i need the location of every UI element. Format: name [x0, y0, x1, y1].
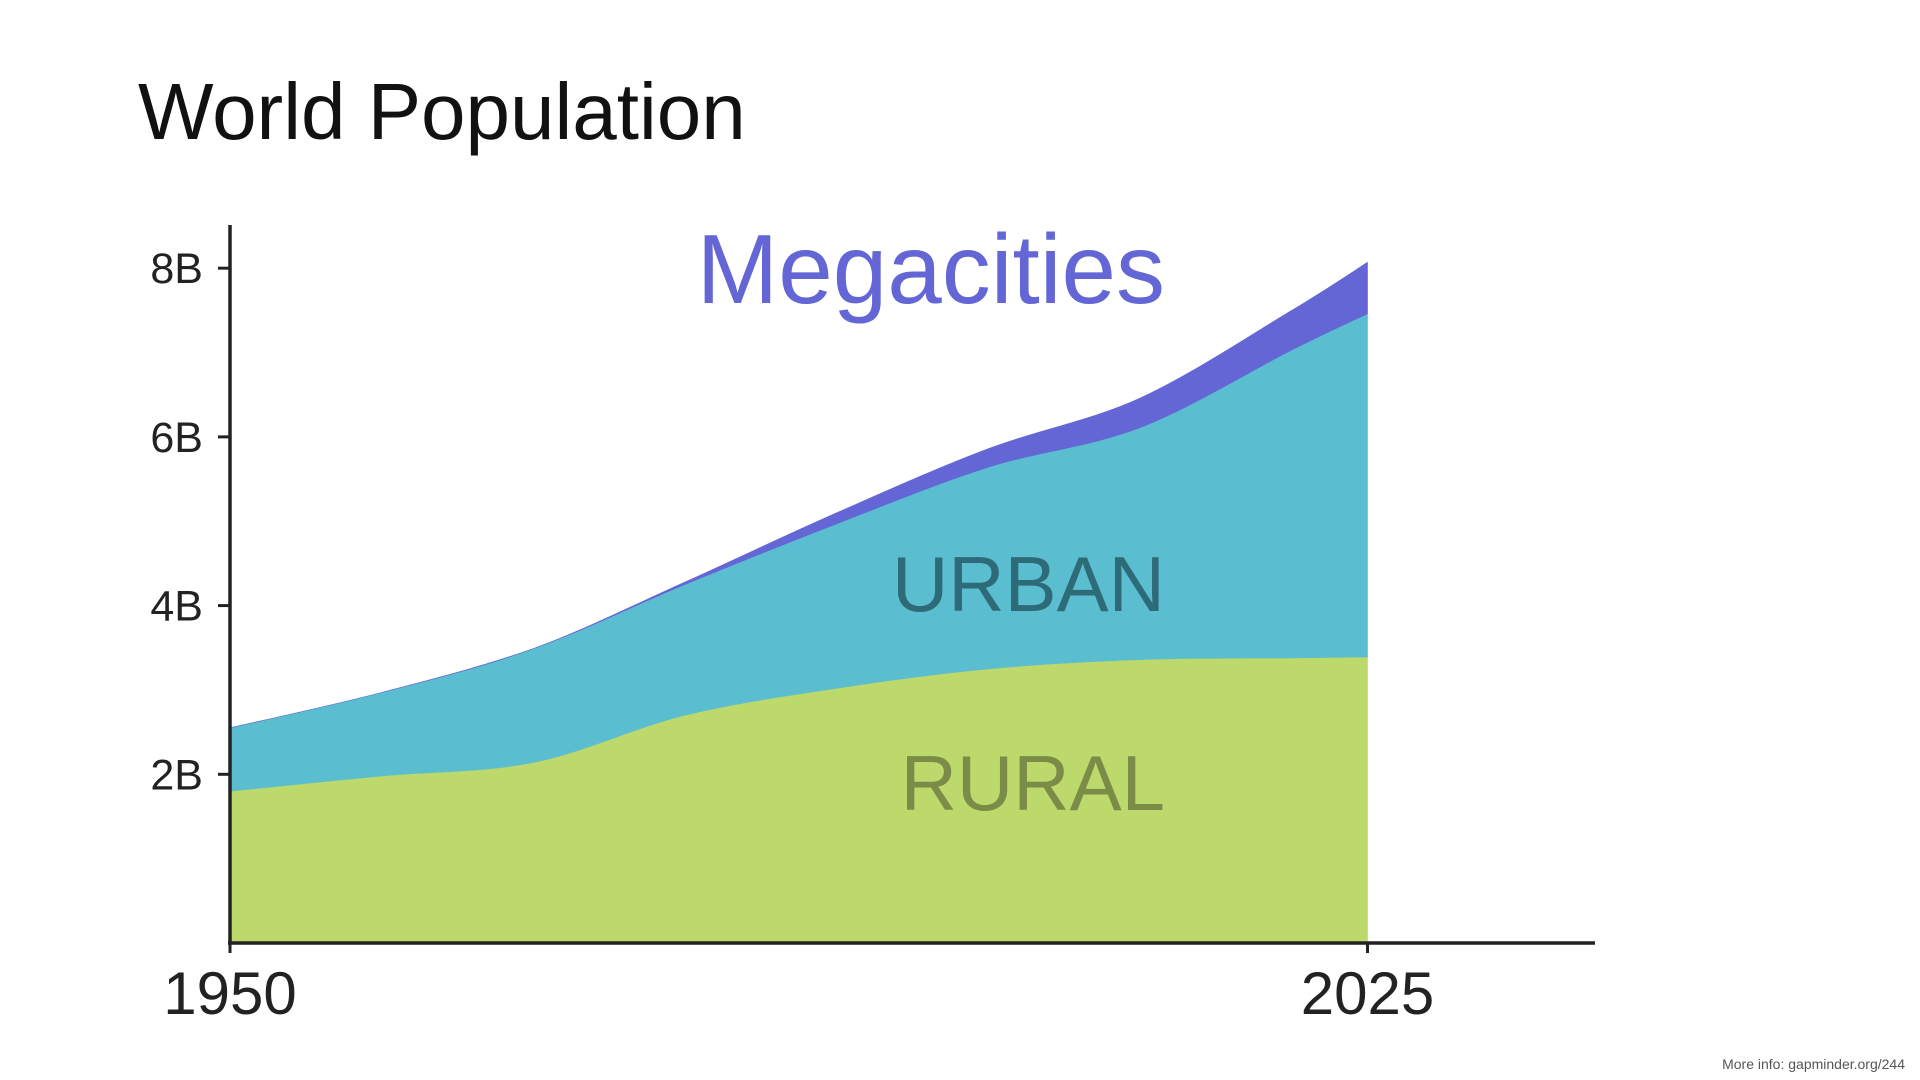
series-label-megacities: Megacities: [697, 214, 1165, 324]
series-labels: RURAL URBAN Megacities: [697, 214, 1165, 827]
source-footnote: More info: gapminder.org/244: [1722, 1056, 1905, 1072]
y-tick-label: 2B: [150, 751, 203, 799]
area-megacities: [229, 261, 1368, 729]
x-tick-label: 2025: [1301, 960, 1434, 1027]
series-label-urban: URBAN: [892, 540, 1165, 628]
y-tick-label: 8B: [150, 245, 203, 293]
y-tick-label: 6B: [150, 414, 203, 462]
series-label-rural: RURAL: [901, 739, 1165, 827]
y-tick-label: 4B: [150, 583, 203, 631]
x-tick-label: 1950: [163, 960, 296, 1027]
area-layers: [229, 261, 1368, 944]
chart-title: World Population: [138, 67, 746, 156]
chart-axes: 2B 4B 6B 8B 1950 2025: [150, 225, 1595, 1027]
